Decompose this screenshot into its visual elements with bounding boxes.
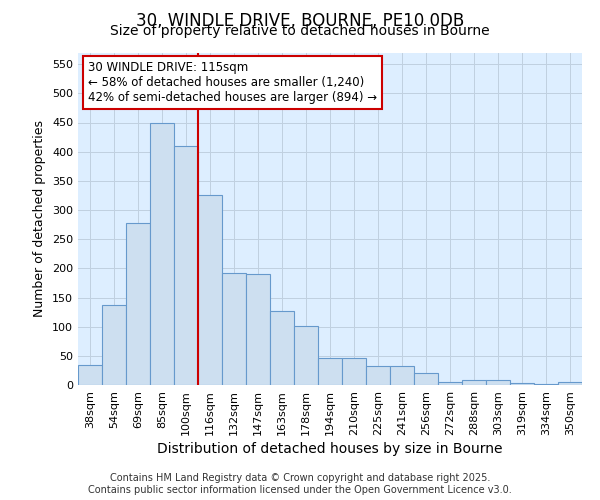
Text: 30, WINDLE DRIVE, BOURNE, PE10 0DB: 30, WINDLE DRIVE, BOURNE, PE10 0DB [136,12,464,30]
Bar [390,366,414,385]
Bar [366,366,390,385]
Text: Contains HM Land Registry data © Crown copyright and database right 2025.
Contai: Contains HM Land Registry data © Crown c… [88,474,512,495]
Bar [222,273,246,385]
Bar [318,358,342,385]
Bar [198,196,222,385]
Bar [558,382,582,385]
Bar [438,382,462,385]
Bar [462,380,486,385]
Bar [486,380,510,385]
Bar [246,274,270,385]
Bar [150,122,174,385]
Bar [174,146,198,385]
Y-axis label: Number of detached properties: Number of detached properties [34,120,46,318]
Bar [510,382,534,385]
Bar [102,305,126,385]
Bar [126,224,150,385]
Text: 30 WINDLE DRIVE: 115sqm
← 58% of detached houses are smaller (1,240)
42% of semi: 30 WINDLE DRIVE: 115sqm ← 58% of detache… [88,61,377,104]
Bar [534,384,558,385]
Bar [294,326,318,385]
Bar [414,374,438,385]
Text: Size of property relative to detached houses in Bourne: Size of property relative to detached ho… [110,24,490,38]
Bar [342,358,366,385]
Bar [78,364,102,385]
X-axis label: Distribution of detached houses by size in Bourne: Distribution of detached houses by size … [157,442,503,456]
Bar [270,311,294,385]
